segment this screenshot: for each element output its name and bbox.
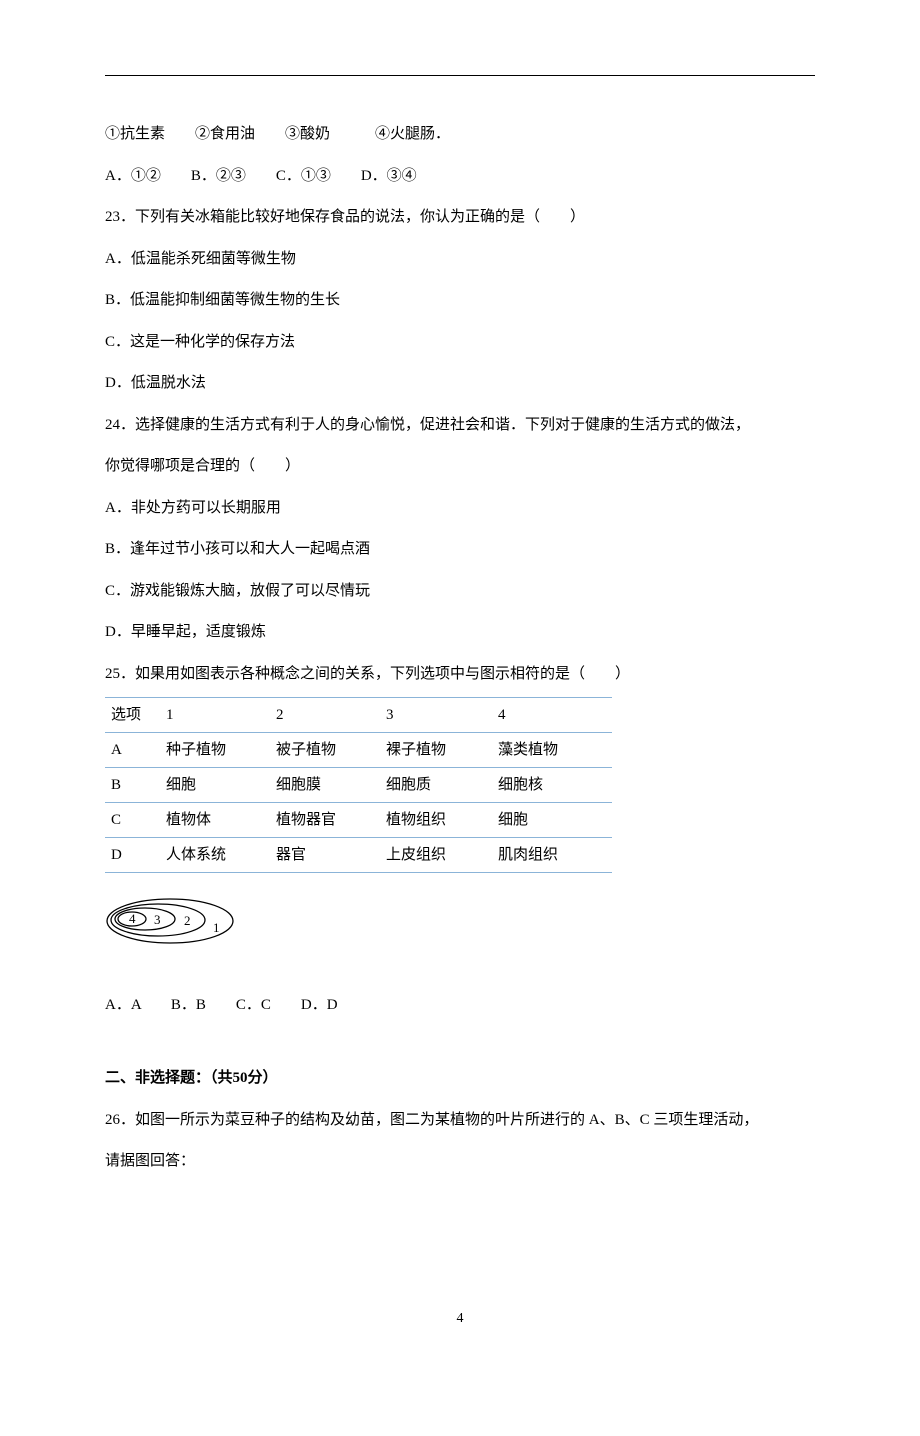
- table-cell: C: [105, 803, 160, 838]
- q26-text-1: 26．如图一所示为菜豆种子的结构及幼苗，图二为某植物的叶片所进行的 A、B、C …: [105, 1102, 815, 1140]
- table-row: A 种子植物 被子植物 裸子植物 藻类植物: [105, 733, 612, 768]
- section-2-heading: 二、非选择题：（共50分）: [105, 1060, 815, 1098]
- table-header-cell: 选项: [105, 698, 160, 733]
- table-header-row: 选项 1 2 3 4: [105, 698, 612, 733]
- table-cell: 细胞膜: [270, 768, 380, 803]
- diagram-label-1: 1: [213, 920, 220, 935]
- table-cell: 上皮组织: [380, 838, 492, 873]
- q24-text-1: 24．选择健康的生活方式有利于人的身心愉悦，促进社会和谐．下列对于健康的生活方式…: [105, 407, 815, 445]
- table-cell: 植物体: [160, 803, 270, 838]
- table-cell: 人体系统: [160, 838, 270, 873]
- table-cell: 细胞质: [380, 768, 492, 803]
- table-cell: 植物组织: [380, 803, 492, 838]
- table-row: D 人体系统 器官 上皮组织 肌肉组织: [105, 838, 612, 873]
- table-cell: 细胞核: [492, 768, 612, 803]
- items-list: ①抗生素 ②食用油 ③酸奶 ④火腿肠．: [105, 116, 815, 154]
- table-row: B 细胞 细胞膜 细胞质 细胞核: [105, 768, 612, 803]
- table-cell: 植物器官: [270, 803, 380, 838]
- page-top-border: [105, 75, 815, 76]
- q24-opt-b: B．逢年过节小孩可以和大人一起喝点酒: [105, 531, 815, 569]
- q25-table: 选项 1 2 3 4 A 种子植物 被子植物 裸子植物 藻类植物 B 细胞 细胞…: [105, 697, 612, 873]
- page-number: 4: [105, 1301, 815, 1336]
- table-cell: 裸子植物: [380, 733, 492, 768]
- table-cell: 藻类植物: [492, 733, 612, 768]
- nested-ellipse-diagram: 4 3 2 1: [105, 891, 270, 951]
- table-cell: 器官: [270, 838, 380, 873]
- diagram-label-4: 4: [129, 911, 136, 926]
- table-cell: 种子植物: [160, 733, 270, 768]
- table-cell: B: [105, 768, 160, 803]
- diagram-label-3: 3: [154, 912, 161, 927]
- q24-opt-a: A．非处方药可以长期服用: [105, 490, 815, 528]
- table-cell: A: [105, 733, 160, 768]
- q24-opt-d: D．早睡早起，适度锻炼: [105, 614, 815, 652]
- table-cell: 肌肉组织: [492, 838, 612, 873]
- table-header-cell: 2: [270, 698, 380, 733]
- table-cell: 被子植物: [270, 733, 380, 768]
- table-header-cell: 4: [492, 698, 612, 733]
- q25-text: 25．如果用如图表示各种概念之间的关系，下列选项中与图示相符的是（ ）: [105, 656, 815, 694]
- options-line-22: A．①② B．②③ C．①③ D．③④: [105, 158, 815, 196]
- q24-opt-c: C．游戏能锻炼大脑，放假了可以尽情玩: [105, 573, 815, 611]
- table-cell: 细胞: [492, 803, 612, 838]
- q24-text-2: 你觉得哪项是合理的（ ）: [105, 448, 815, 486]
- q25-diagram: 4 3 2 1: [105, 891, 815, 967]
- table-cell: 细胞: [160, 768, 270, 803]
- table-header-cell: 1: [160, 698, 270, 733]
- q26-text-2: 请据图回答：: [105, 1143, 815, 1181]
- q23-opt-b: B．低温能抑制细菌等微生物的生长: [105, 282, 815, 320]
- q23-opt-d: D．低温脱水法: [105, 365, 815, 403]
- q25-options: A．A B．B C．C D．D: [105, 987, 815, 1025]
- q23-text: 23．下列有关冰箱能比较好地保存食品的说法，你认为正确的是（ ）: [105, 199, 815, 237]
- q23-opt-a: A．低温能杀死细菌等微生物: [105, 241, 815, 279]
- table-row: C 植物体 植物器官 植物组织 细胞: [105, 803, 612, 838]
- diagram-label-2: 2: [184, 913, 191, 928]
- table-header-cell: 3: [380, 698, 492, 733]
- q23-opt-c: C．这是一种化学的保存方法: [105, 324, 815, 362]
- table-cell: D: [105, 838, 160, 873]
